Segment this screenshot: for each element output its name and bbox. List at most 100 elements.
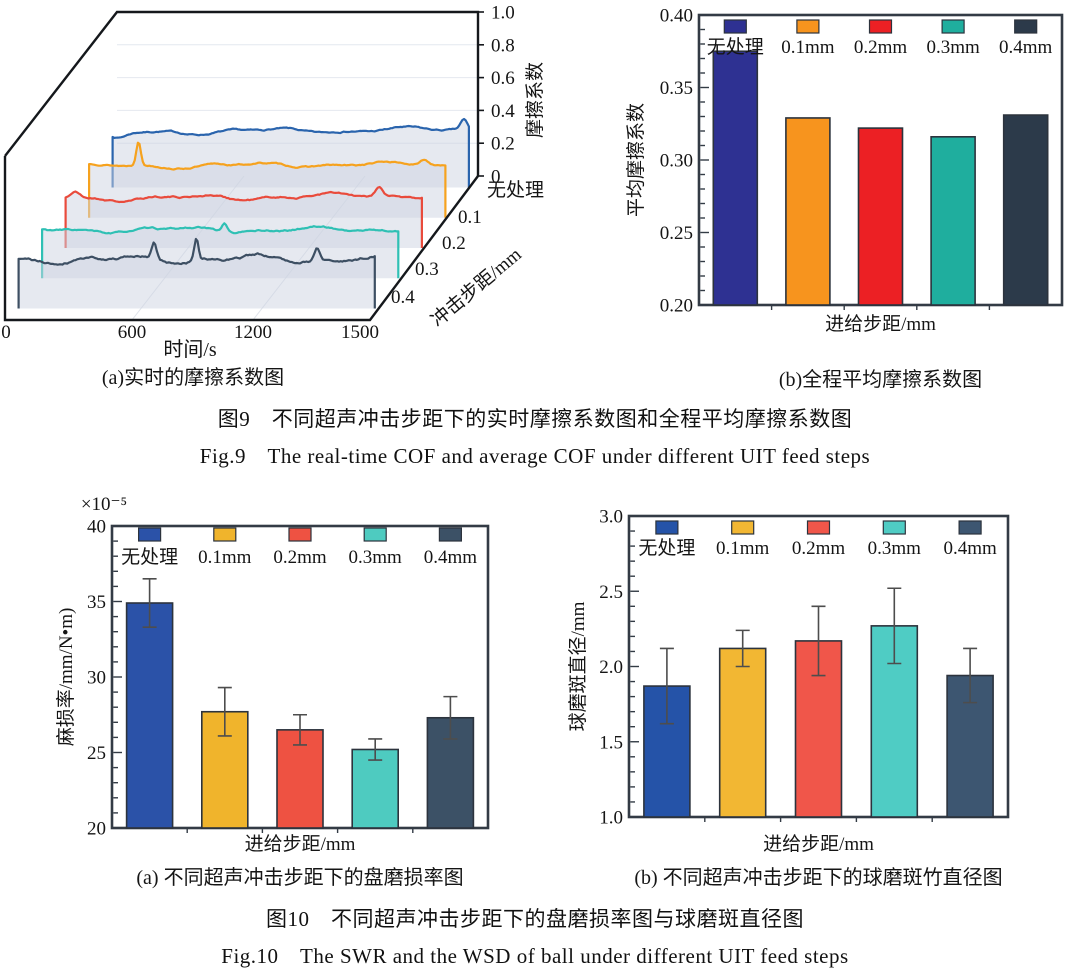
realtime-cof-waterfall-chart: 00.20.40.60.81.00 600 1200 1500无处理0.10.20.3…	[1, 3, 546, 390]
legend-swatch	[731, 520, 755, 535]
figure10-caption-en: Fig.10 The SWR and the WSD of ball under…	[221, 944, 849, 968]
bar-0.1mm	[785, 117, 831, 306]
legend-label: 0.4mm	[424, 547, 478, 568]
x-axis-label: 进给步距/mm	[763, 833, 874, 855]
legend-swatch	[723, 19, 747, 34]
legend-swatch	[806, 520, 831, 535]
y-tick-label: 3.0	[599, 507, 623, 528]
legend-swatch	[363, 527, 387, 542]
legend-swatch	[1014, 19, 1038, 34]
y-tick-label: 0.40	[660, 6, 693, 27]
legend-swatch	[438, 527, 462, 542]
legend-label: 0.2mm	[273, 547, 327, 568]
x-axis-label: 时间/s	[163, 338, 217, 361]
y-tick-label: 0.25	[660, 223, 693, 244]
y-axis-label: 麻损率/mm/N•m)	[55, 608, 77, 747]
x-tick-label: 600	[118, 322, 147, 343]
frame-back	[4, 10, 480, 176]
legend-label: 0.2mm	[792, 538, 846, 559]
error-bar	[368, 738, 383, 761]
y-tick-label: 1.5	[599, 732, 623, 753]
wsd-bar-chart: 1.0 1.5 2.0 2.5 3.0 无处理 0.1mm 0.2mm 0.3mm 0.4mm 进给…	[567, 507, 1010, 889]
z-tick-label: 0.6	[491, 68, 515, 89]
legend-swatch	[655, 520, 679, 535]
depth-tick-label: 0.2	[442, 233, 466, 254]
legend-label: 0.2mm	[854, 37, 908, 58]
y-tick-label: 0.30	[660, 151, 693, 172]
legend-label: 0.1mm	[781, 37, 835, 58]
z-tick-label: 1.0	[491, 3, 515, 24]
y-tick-label: 0.20	[660, 296, 693, 317]
swr-bar-chart: 20 25 30 35 40 无处理 0.1mm 0.2mm 0.3mm 0.4mm 进给步距/mm…	[55, 494, 490, 889]
error-bar	[887, 587, 902, 665]
error-bar	[735, 629, 750, 668]
depth-tick-label: 0.3	[415, 259, 439, 280]
cof-curve-0.4mm	[17, 237, 376, 309]
figure9-caption-zh: 图9 不同超声冲击步距下的实时摩擦系数图和全程平均摩擦系数图	[217, 407, 853, 431]
bar-0.2mm	[857, 127, 904, 306]
z-tick-label: 0.8	[491, 35, 515, 56]
depth-tick-label: 0.4	[391, 287, 415, 308]
error-bar	[443, 695, 458, 740]
bar-0.3mm	[351, 748, 400, 829]
z-tick-label: 0.4	[491, 101, 515, 122]
x-tick-label: 1200	[234, 322, 272, 343]
y-tick-label: 25	[87, 743, 106, 764]
legend-swatch	[213, 527, 237, 542]
legend-swatch	[288, 527, 312, 542]
y-tick-label: 0.35	[660, 78, 693, 99]
y-tick-label: 40	[87, 517, 106, 538]
legend-swatch	[796, 19, 820, 34]
cof-curve-无处理	[111, 117, 470, 188]
subcaption: (a) 不同超声冲击步距下的盘磨损率图	[136, 866, 463, 889]
figure9-caption-en: Fig.9 The real-time COF and average COF …	[199, 444, 871, 468]
bar-0.3mm	[930, 136, 976, 306]
y-tick-label: 2.0	[599, 657, 623, 678]
subcaption: (b) 不同超声冲击步距下的球磨斑竹直径图	[634, 866, 1002, 889]
subcaption: (b)全程平均摩擦系数图	[779, 368, 982, 391]
x-tick-label: 0	[1, 322, 11, 343]
depth-axis-label: 冲击步距/mm	[427, 243, 526, 331]
y-axis-multiplier: ×10⁻⁵	[81, 494, 127, 515]
legend-label: 无处理	[638, 537, 695, 559]
x-tick-label: 1500	[341, 322, 379, 343]
legend-label: 0.1mm	[716, 538, 770, 559]
legend-swatch	[958, 520, 982, 535]
y-tick-label: 35	[87, 592, 106, 613]
error-bar	[142, 578, 157, 628]
legend-label: 无处理	[707, 36, 764, 58]
legend-label: 0.4mm	[943, 538, 997, 559]
depth-tick-label: 0.1	[458, 207, 482, 228]
bar-0.2mm	[276, 729, 324, 829]
legend-label: 无处理	[121, 546, 178, 568]
y-axis-label: 球磨斑直径/mm	[567, 601, 589, 731]
error-bar	[811, 605, 826, 677]
cof-curve-0.1mm	[88, 141, 447, 218]
legend-swatch	[868, 19, 893, 34]
legend-swatch	[882, 520, 906, 535]
legend-label: 0.4mm	[999, 37, 1053, 58]
legend-label: 0.3mm	[349, 547, 403, 568]
error-bar	[217, 686, 232, 737]
legend-label: 0.3mm	[868, 538, 922, 559]
depth-tick-label: 无处理	[487, 179, 544, 201]
bar-0.1mm	[718, 647, 767, 818]
cof-curve-0.3mm	[41, 222, 400, 279]
frame-front	[3, 156, 479, 322]
legend-swatch	[137, 527, 162, 542]
y-tick-label: 2.5	[599, 582, 623, 603]
bar-0.4mm	[1002, 114, 1049, 306]
y-tick-label: 30	[87, 668, 106, 689]
z-axis-label: 摩擦系数	[524, 62, 546, 138]
subcaption: (a)实时的摩擦系数图	[102, 366, 284, 389]
cof-curve-fill-0.4mm	[18, 239, 375, 309]
x-axis-label: 进给步距/mm	[245, 833, 356, 855]
legend-label: 0.1mm	[198, 547, 252, 568]
figure10-caption-zh: 图10 不同超声冲击步距下的盘磨损率图与球磨斑直径图	[266, 907, 804, 931]
bar-无处理	[712, 50, 759, 306]
avg-cof-bar-chart: 0.20 0.25 0.30 0.35 0.40 无处理 0.1mm 0.2mm 0.3mm 0.…	[625, 6, 1064, 391]
error-bar	[659, 647, 674, 725]
cof-curve-0.2mm	[64, 185, 423, 248]
error-bar	[963, 647, 978, 704]
